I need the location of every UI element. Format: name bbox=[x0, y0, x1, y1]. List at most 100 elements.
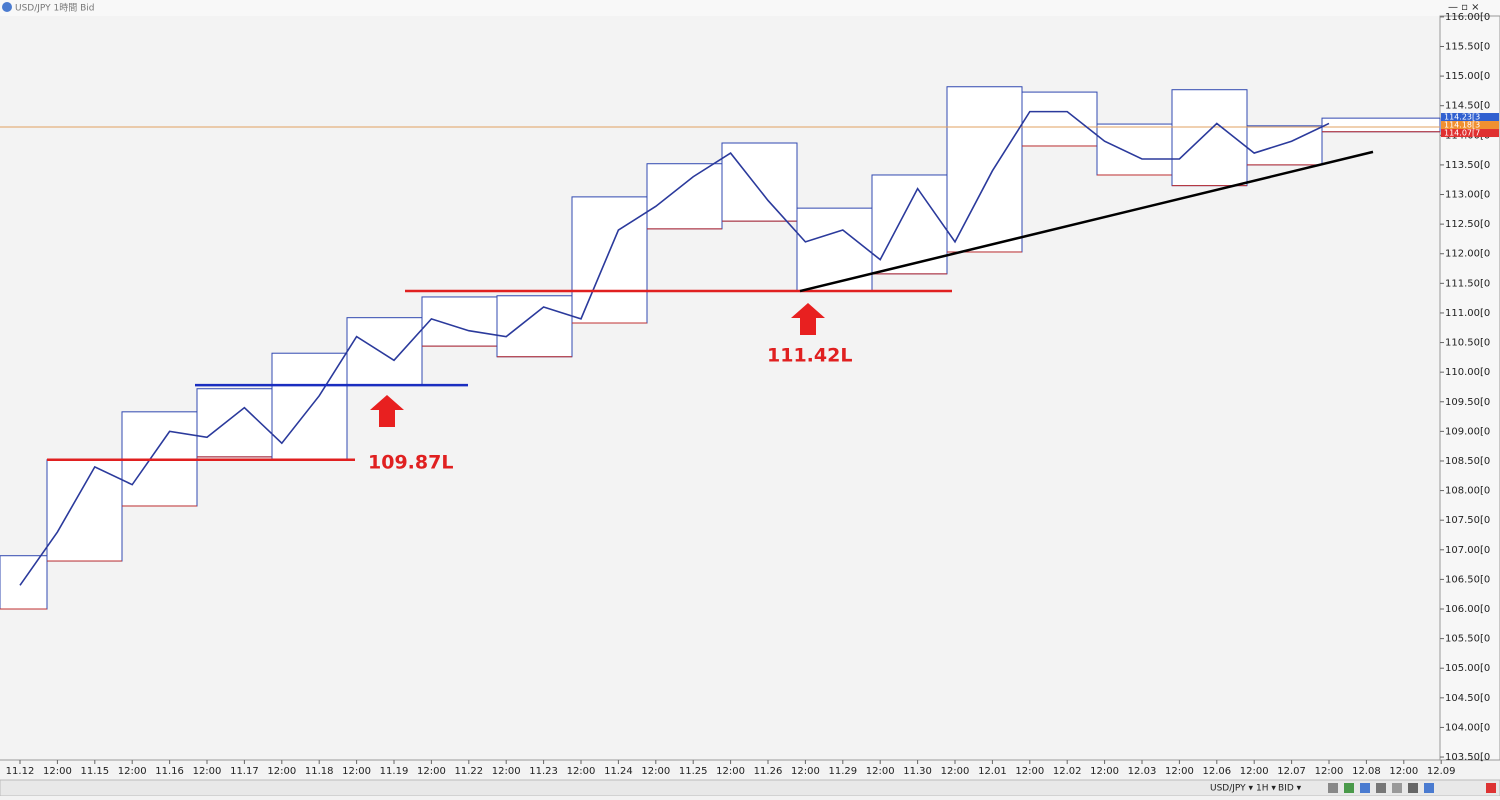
x-tick-label: 12:00 bbox=[342, 766, 371, 777]
x-tick-label: 11.26 bbox=[754, 766, 783, 777]
y-tick-label: 115.00[0 bbox=[1445, 71, 1490, 82]
period-select[interactable]: 1H ▾ bbox=[1256, 784, 1276, 794]
tool-icon[interactable] bbox=[1408, 783, 1418, 793]
y-tick-label: 110.50[0 bbox=[1445, 338, 1490, 349]
tool-icon[interactable] bbox=[1486, 783, 1496, 793]
day-range bbox=[0, 555, 48, 610]
price-tag bbox=[1441, 113, 1499, 122]
y-tick-label: 110.00[0 bbox=[1445, 367, 1490, 378]
annotation: 111.42L bbox=[767, 345, 852, 367]
x-tick-label: 11.17 bbox=[230, 766, 259, 777]
y-tick-label: 109.50[0 bbox=[1445, 397, 1490, 408]
x-tick-label: 11.15 bbox=[80, 766, 109, 777]
day-range bbox=[421, 296, 498, 347]
arrow bbox=[791, 303, 825, 335]
tool-icon[interactable] bbox=[1360, 783, 1370, 793]
x-tick-label: 12:00 bbox=[791, 766, 820, 777]
x-tick-label: 11.23 bbox=[529, 766, 558, 777]
symbol-select[interactable]: USD/JPY ▾ bbox=[1210, 784, 1254, 794]
x-tick-label: 11.22 bbox=[454, 766, 483, 777]
y-tick-label: 103.50[0 bbox=[1445, 752, 1490, 763]
tool-icon[interactable] bbox=[1376, 783, 1386, 793]
y-tick-label: 113.00[0 bbox=[1445, 190, 1490, 201]
toolbar-icons bbox=[1328, 783, 1496, 793]
price-tag bbox=[1441, 121, 1499, 130]
x-tick-label: 12.02 bbox=[1053, 766, 1082, 777]
x-tick-label: 11.19 bbox=[380, 766, 409, 777]
y-tick-label: 105.00[0 bbox=[1445, 663, 1490, 674]
day-range bbox=[1096, 123, 1173, 176]
trend-line bbox=[799, 150, 1374, 293]
x-tick-label: 12.09 bbox=[1427, 766, 1456, 777]
x-tick-label: 11.24 bbox=[604, 766, 633, 777]
title-bar bbox=[0, 0, 1500, 16]
price-tag bbox=[1441, 129, 1499, 138]
x-tick-label: 12:00 bbox=[1240, 766, 1269, 777]
y-tick-label: 108.50[0 bbox=[1445, 456, 1490, 467]
x-tick-label: 12:00 bbox=[417, 766, 446, 777]
day-range bbox=[346, 317, 423, 386]
day-range bbox=[646, 163, 723, 230]
x-tick-label: 12:00 bbox=[866, 766, 895, 777]
x-tick-label: 12:00 bbox=[193, 766, 222, 777]
window-controls[interactable]: — ▫ × bbox=[1448, 2, 1480, 13]
arrow bbox=[370, 395, 404, 427]
day-range bbox=[496, 295, 573, 358]
x-tick-label: 12:00 bbox=[43, 766, 72, 777]
annotation: 109.87L bbox=[368, 452, 453, 474]
day-range bbox=[796, 207, 873, 292]
tool-icon[interactable] bbox=[1392, 783, 1402, 793]
price-tag-label: 114.07[7 bbox=[1444, 129, 1480, 138]
x-tick-label: 12:00 bbox=[716, 766, 745, 777]
day-range bbox=[571, 196, 648, 324]
x-tick-label: 12:00 bbox=[641, 766, 670, 777]
y-tick-label: 111.00[0 bbox=[1445, 308, 1490, 319]
x-tick-label: 11.16 bbox=[155, 766, 184, 777]
y-tick-label: 107.50[0 bbox=[1445, 515, 1490, 526]
y-tick-label: 112.00[0 bbox=[1445, 249, 1490, 260]
x-tick-label: 12.03 bbox=[1128, 766, 1157, 777]
x-tick-label: 11.12 bbox=[6, 766, 35, 777]
x-tick-label: 11.29 bbox=[828, 766, 857, 777]
day-range bbox=[946, 86, 1023, 253]
x-tick-label: 12:00 bbox=[941, 766, 970, 777]
x-tick-label: 12:00 bbox=[1165, 766, 1194, 777]
x-tick-label: 11.25 bbox=[679, 766, 708, 777]
day-range bbox=[1321, 117, 1441, 133]
window-title: USD/JPY 1時間 Bid bbox=[15, 3, 94, 14]
day-range bbox=[1021, 91, 1098, 147]
side-select[interactable]: BID ▾ bbox=[1278, 784, 1302, 794]
x-tick-label: 12:00 bbox=[1015, 766, 1044, 777]
x-tick-label: 12:00 bbox=[1389, 766, 1418, 777]
price-tag-label: 114.23[3 bbox=[1444, 113, 1480, 122]
x-tick-label: 12:00 bbox=[1090, 766, 1119, 777]
y-tick-label: 104.00[0 bbox=[1445, 722, 1490, 733]
y-tick-label: 113.50[0 bbox=[1445, 160, 1490, 171]
tool-icon[interactable] bbox=[1328, 783, 1338, 793]
x-tick-label: 12.06 bbox=[1202, 766, 1231, 777]
day-range bbox=[721, 142, 798, 222]
price-line bbox=[19, 110, 1330, 586]
x-tick-label: 12:00 bbox=[267, 766, 296, 777]
y-tick-label: 115.50[0 bbox=[1445, 41, 1490, 52]
x-tick-label: 12:00 bbox=[1315, 766, 1344, 777]
x-tick-label: 11.30 bbox=[903, 766, 932, 777]
tool-icon[interactable] bbox=[1424, 783, 1434, 793]
price-axis bbox=[1439, 15, 1500, 761]
x-tick-label: 12:00 bbox=[567, 766, 596, 777]
x-tick-label: 12.01 bbox=[978, 766, 1007, 777]
y-tick-label: 114.50[0 bbox=[1445, 101, 1490, 112]
y-tick-label: 112.50[0 bbox=[1445, 219, 1490, 230]
y-tick-label: 108.00[0 bbox=[1445, 486, 1490, 497]
app-icon bbox=[2, 2, 12, 12]
y-tick-label: 109.00[0 bbox=[1445, 426, 1490, 437]
y-tick-label: 116.00[0 bbox=[1445, 12, 1490, 23]
y-tick-label: 105.50[0 bbox=[1445, 634, 1490, 645]
tool-icon[interactable] bbox=[1344, 783, 1354, 793]
day-range bbox=[46, 459, 123, 562]
y-tick-label: 111.50[0 bbox=[1445, 278, 1490, 289]
y-tick-label: 104.50[0 bbox=[1445, 693, 1490, 704]
x-tick-label: 12.07 bbox=[1277, 766, 1306, 777]
